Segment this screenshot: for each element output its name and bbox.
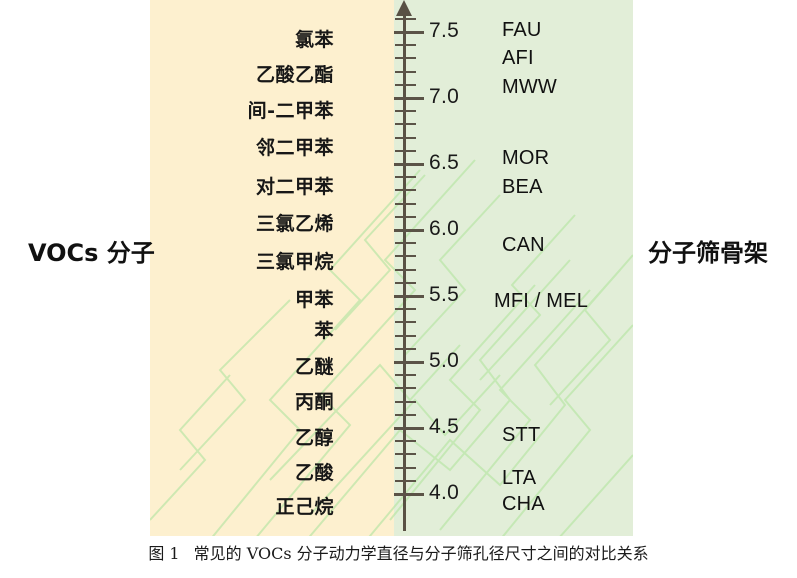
- axis-tick-label: 4.0: [429, 481, 460, 504]
- figure-caption-text: 常见的 VOCs 分子动力学直径与分子筛孔径尺寸之间的对比关系: [193, 544, 649, 563]
- list-item: 正己烷: [275, 496, 334, 518]
- figure-caption: 图 1 常见的 VOCs 分子动力学直径与分子筛孔径尺寸之间的对比关系: [0, 540, 797, 564]
- axis-tick-label: 6.5: [429, 151, 460, 174]
- axis-tick-label: 7.5: [429, 19, 460, 42]
- list-item: MOR: [502, 147, 550, 169]
- list-item: MFI / MEL: [494, 290, 589, 312]
- list-item: 苯: [314, 320, 334, 342]
- axis-tick-label: 4.5: [429, 415, 460, 438]
- list-item: 邻二甲苯: [255, 137, 334, 159]
- figure-area: 氯苯 乙酸乙酯 间-二甲苯 邻二甲苯 对二甲苯 三氯乙烯 三氯甲烷 甲苯 苯 乙…: [28, 0, 768, 536]
- list-item: 乙醚: [294, 356, 334, 378]
- list-item: 氯苯: [294, 29, 334, 51]
- list-item: STT: [502, 424, 541, 446]
- figure-caption-number: 图 1: [148, 544, 180, 563]
- list-item: FAU: [502, 19, 542, 41]
- diameter-axis: 7.5 7.0 6.5 6.0 5.5 5.0 4.: [394, 0, 514, 536]
- list-item: 间-二甲苯: [247, 100, 334, 122]
- list-item: 乙酸乙酯: [255, 64, 334, 86]
- zeolite-framework-list: FAU AFI MWW MOR BEA CAN MFI / MEL STT LT…: [394, 0, 633, 536]
- axis-line: [403, 12, 406, 531]
- list-item: 三氯乙烯: [255, 213, 334, 235]
- vocs-molecule-list: 氯苯 乙酸乙酯 间-二甲苯 邻二甲苯 对二甲苯 三氯乙烯 三氯甲烷 甲苯 苯 乙…: [150, 0, 394, 536]
- vocs-axis-title: VOCs 分子: [28, 239, 155, 267]
- list-item: CAN: [502, 234, 545, 256]
- list-item: 乙酸: [294, 462, 334, 484]
- list-item: 三氯甲烷: [255, 251, 334, 273]
- list-item: MWW: [502, 76, 558, 98]
- axis-arrow-icon: [396, 0, 412, 16]
- axis-tick-label: 7.0: [429, 85, 460, 108]
- list-item: 丙酮: [294, 391, 334, 413]
- list-item: 乙醇: [294, 427, 334, 449]
- list-item: CHA: [502, 493, 545, 515]
- list-item: AFI: [502, 47, 534, 69]
- list-item: 甲苯: [294, 289, 334, 311]
- axis-tick-label: 6.0: [429, 217, 460, 240]
- zeolite-axis-title: 分子筛骨架: [648, 239, 768, 267]
- list-item: LTA: [502, 467, 537, 489]
- axis-tick-label: 5.0: [429, 349, 460, 372]
- list-item: BEA: [502, 176, 543, 198]
- axis-tick-label: 5.5: [429, 283, 460, 306]
- list-item: 对二甲苯: [255, 176, 334, 198]
